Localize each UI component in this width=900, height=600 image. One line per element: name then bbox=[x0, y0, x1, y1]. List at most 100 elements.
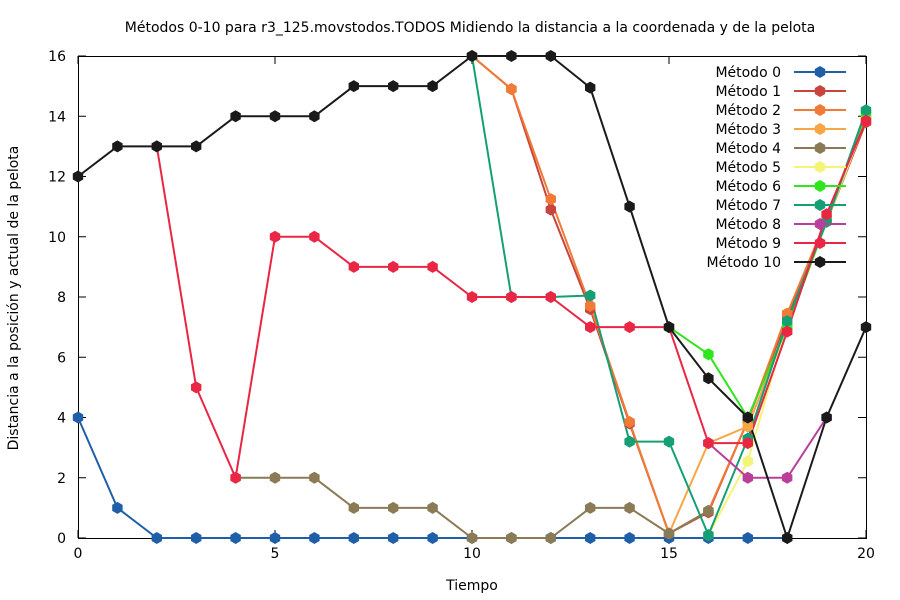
data-point-metodo-10 bbox=[703, 372, 714, 385]
data-point-metodo-4 bbox=[466, 532, 478, 544]
data-point-metodo-10 bbox=[230, 110, 241, 123]
x-tick-label: 20 bbox=[857, 546, 875, 562]
data-point-metodo-0 bbox=[230, 532, 241, 544]
data-point-metodo-10 bbox=[348, 80, 359, 93]
data-point-metodo-9 bbox=[230, 471, 241, 484]
data-point-metodo-4 bbox=[427, 501, 438, 514]
data-point-metodo-10 bbox=[782, 532, 793, 544]
data-point-metodo-4 bbox=[624, 501, 635, 514]
data-point-metodo-9 bbox=[506, 291, 517, 303]
data-point-metodo-7 bbox=[782, 315, 793, 328]
legend-marker bbox=[814, 256, 826, 268]
data-point-metodo-9 bbox=[742, 437, 753, 450]
data-point-metodo-10 bbox=[151, 140, 162, 153]
data-point-metodo-2 bbox=[782, 307, 793, 320]
data-point-metodo-0 bbox=[191, 532, 202, 544]
data-point-metodo-9 bbox=[860, 114, 872, 127]
data-point-metodo-10 bbox=[663, 321, 675, 334]
legend-marker bbox=[814, 85, 826, 97]
data-point-metodo-8 bbox=[742, 471, 753, 484]
data-point-metodo-9 bbox=[269, 230, 281, 243]
legend-label: Método 6 bbox=[715, 179, 781, 195]
legend-marker bbox=[814, 66, 826, 78]
data-point-metodo-2 bbox=[506, 83, 517, 96]
data-point-metodo-0 bbox=[348, 532, 359, 544]
legend-marker bbox=[814, 104, 826, 116]
legend-marker bbox=[814, 199, 826, 211]
data-point-metodo-9 bbox=[703, 437, 714, 450]
data-point-metodo-2 bbox=[624, 416, 635, 428]
data-point-metodo-9 bbox=[545, 291, 556, 303]
data-point-metodo-4 bbox=[585, 501, 596, 514]
legend-label: Método 3 bbox=[715, 122, 781, 138]
data-point-metodo-9 bbox=[309, 230, 320, 243]
legend-label: Método 2 bbox=[715, 103, 781, 119]
data-point-metodo-0 bbox=[269, 532, 281, 544]
x-tick-label: 0 bbox=[74, 546, 83, 562]
data-point-metodo-7 bbox=[624, 435, 635, 448]
data-point-metodo-9 bbox=[427, 260, 438, 273]
axis-ticks: 0 5 10 15 20 0 2 4 6 8 10 12 14 16 bbox=[48, 49, 875, 562]
data-point-metodo-4 bbox=[388, 501, 399, 514]
legend-marker bbox=[814, 180, 826, 192]
data-point-metodo-9 bbox=[585, 321, 596, 334]
data-point-metodo-9 bbox=[782, 325, 793, 338]
y-tick-label: 0 bbox=[57, 531, 66, 547]
y-tick-label: 8 bbox=[57, 290, 66, 306]
data-point-metodo-0 bbox=[624, 532, 635, 544]
data-point-metodo-4 bbox=[545, 532, 556, 544]
legend-label: Método 7 bbox=[715, 198, 781, 214]
legend-label: Método 8 bbox=[715, 217, 781, 233]
data-point-metodo-10 bbox=[269, 110, 281, 123]
data-point-metodo-3 bbox=[742, 420, 753, 433]
x-axis-label: Tiempo bbox=[445, 578, 498, 594]
y-tick-label: 12 bbox=[48, 170, 66, 186]
legend-label: Método 9 bbox=[715, 236, 781, 252]
legend-marker bbox=[814, 142, 826, 154]
x-tick-label: 10 bbox=[463, 546, 481, 562]
data-point-metodo-10 bbox=[585, 81, 596, 94]
data-point-metodo-10 bbox=[427, 80, 438, 93]
x-tick-label: 5 bbox=[271, 546, 280, 562]
data-point-metodo-4 bbox=[348, 501, 359, 514]
data-point-metodo-10 bbox=[466, 50, 478, 62]
legend-label: Método 10 bbox=[707, 255, 781, 271]
series-line-metodo-0 bbox=[77, 417, 788, 539]
data-point-metodo-0 bbox=[151, 532, 162, 544]
legend-label: Método 0 bbox=[715, 65, 781, 81]
y-axis-label: Distancia a la posición y actual de la p… bbox=[6, 146, 22, 451]
y-tick-label: 4 bbox=[57, 411, 66, 427]
data-point-metodo-9 bbox=[821, 208, 832, 221]
data-point-metodo-6 bbox=[703, 348, 714, 361]
data-point-metodo-9 bbox=[388, 260, 399, 273]
legend-marker bbox=[814, 237, 826, 249]
data-point-metodo-2 bbox=[545, 193, 556, 206]
data-point-metodo-0 bbox=[112, 501, 123, 514]
y-tick-label: 2 bbox=[57, 471, 66, 487]
series-line-metodo-1 bbox=[471, 55, 867, 535]
chart-title: Métodos 0-10 para r3_125.movstodos.TODOS… bbox=[125, 20, 815, 36]
y-tick-label: 6 bbox=[57, 350, 66, 366]
data-point-metodo-1 bbox=[545, 203, 556, 216]
data-point-metodo-9 bbox=[348, 260, 359, 273]
data-point-metodo-0 bbox=[72, 411, 84, 424]
data-point-metodo-5 bbox=[742, 455, 753, 468]
y-tick-label: 16 bbox=[48, 49, 66, 65]
legend-marker bbox=[814, 123, 826, 135]
data-point-metodo-0 bbox=[309, 532, 320, 544]
data-point-metodo-10 bbox=[309, 110, 320, 123]
series-line-metodo-2 bbox=[471, 55, 867, 535]
legend-marker bbox=[814, 218, 826, 230]
series-points bbox=[72, 50, 872, 544]
series-line-metodo-4 bbox=[235, 476, 709, 539]
data-point-metodo-9 bbox=[624, 321, 635, 334]
data-point-metodo-10 bbox=[112, 140, 123, 153]
data-point-metodo-10 bbox=[191, 140, 202, 153]
data-point-metodo-8 bbox=[782, 471, 793, 484]
data-point-metodo-10 bbox=[821, 411, 832, 424]
data-point-metodo-4 bbox=[309, 471, 320, 484]
x-tick-label: 15 bbox=[660, 546, 678, 562]
data-point-metodo-10 bbox=[742, 411, 753, 424]
data-point-metodo-7 bbox=[860, 104, 872, 117]
legend-marker bbox=[814, 161, 826, 173]
